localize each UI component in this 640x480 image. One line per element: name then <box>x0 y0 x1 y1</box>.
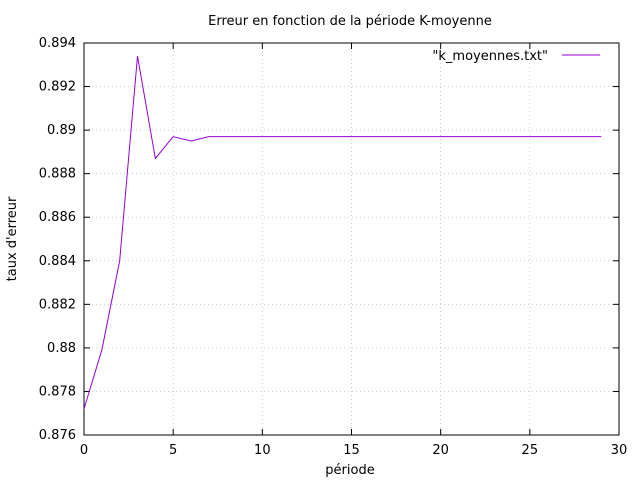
ticks <box>83 42 620 436</box>
y-tick-label: 0.876 <box>39 428 76 443</box>
x-tick-label: 30 <box>611 443 628 458</box>
x-tick-label: 5 <box>169 443 177 458</box>
x-tick-label: 20 <box>432 443 449 458</box>
grid <box>84 43 619 435</box>
y-tick-labels: 0.876 0.878 0.88 0.882 0.884 0.886 0.888 0.89 0.… <box>39 36 76 443</box>
x-tick-label: 15 <box>343 443 360 458</box>
series-line <box>83 55 602 410</box>
x-tick-label: 25 <box>522 443 539 458</box>
chart-title: Erreur en fonction de la période K-moyen… <box>208 14 492 29</box>
y-tick-label: 0.878 <box>39 384 76 399</box>
x-axis-title: période <box>325 463 374 478</box>
series-group <box>83 55 602 410</box>
y-axis-title: taux d'erreur <box>5 196 20 281</box>
y-tick-label: 0.882 <box>39 297 76 312</box>
x-tick-labels: 0 5 10 15 20 25 30 <box>80 443 627 458</box>
legend-label: "k_moyennes.txt" <box>432 49 548 64</box>
y-tick-label: 0.884 <box>39 254 76 269</box>
y-tick-label: 0.888 <box>39 167 76 182</box>
y-tick-label: 0.892 <box>39 80 76 95</box>
x-tick-label: 0 <box>80 443 88 458</box>
x-tick-label: 10 <box>254 443 271 458</box>
y-tick-label: 0.88 <box>47 341 76 356</box>
y-tick-label: 0.894 <box>39 36 76 51</box>
legend: "k_moyennes.txt" <box>432 49 600 64</box>
y-tick-label: 0.886 <box>39 210 76 225</box>
y-tick-label: 0.89 <box>47 123 76 138</box>
